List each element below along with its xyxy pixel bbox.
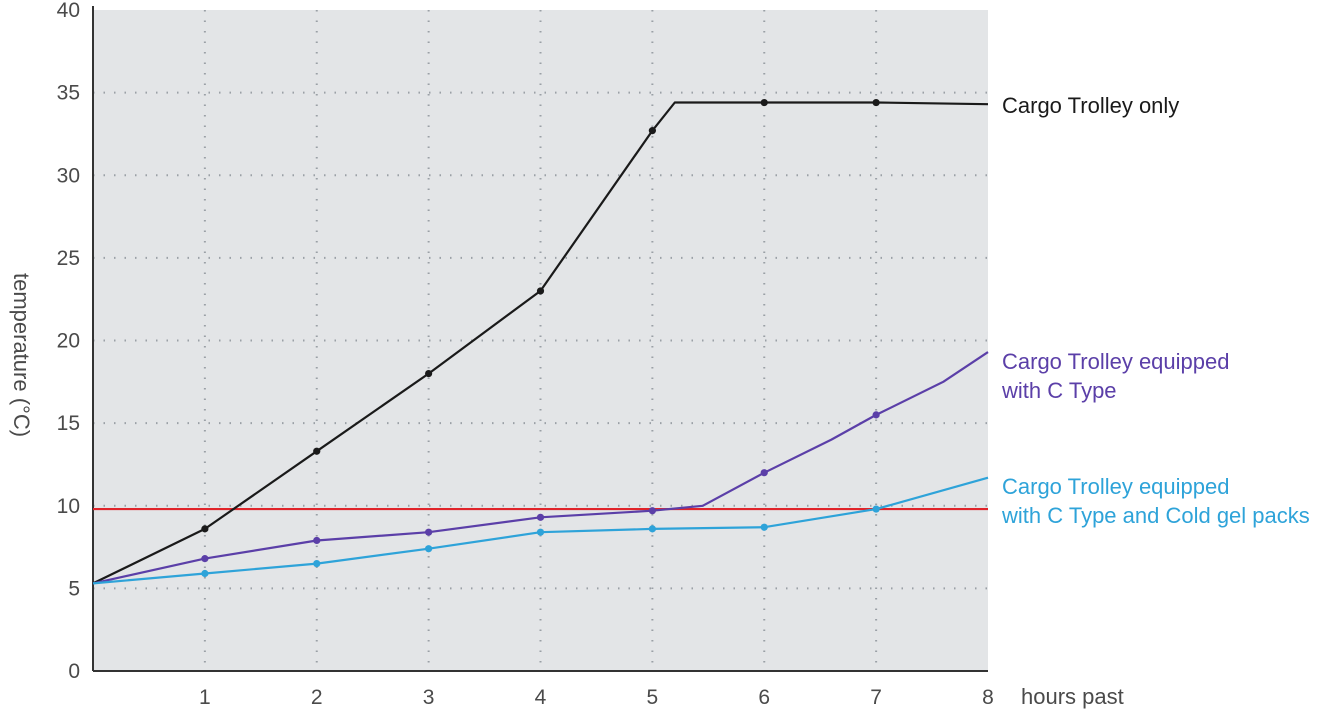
series-labels: Cargo Trolley only Cargo Trolley equipped… [1001, 93, 1310, 528]
x-tick-label: 8 [982, 686, 994, 709]
data-point [760, 469, 768, 477]
y-tick-label: 40 [57, 0, 80, 22]
data-point [536, 287, 545, 295]
data-point [536, 528, 545, 536]
data-point [648, 525, 656, 533]
series-label-3: Cargo Trolley equipped with C Type and Co… [1001, 474, 1310, 528]
data-point [648, 507, 656, 515]
y-tick-label: 30 [57, 164, 80, 187]
axes [92, 6, 988, 672]
data-point [425, 528, 433, 536]
data-point [313, 559, 321, 568]
data-point [872, 411, 880, 419]
x-tick-label: 5 [647, 686, 659, 709]
x-tick-label: 7 [870, 686, 882, 709]
y-axis-label: temperature (°C) [9, 273, 34, 437]
x-tick-label: 3 [423, 686, 435, 709]
data-point [313, 536, 321, 545]
data-point [760, 523, 768, 531]
x-tick-label: 6 [758, 686, 770, 709]
x-tick-label: 1 [199, 686, 211, 709]
data-point [872, 505, 880, 513]
grid-lines [93, 10, 988, 671]
data-point [201, 555, 209, 563]
data-point [425, 545, 433, 553]
y-tick-label: 5 [68, 577, 80, 600]
data-point [648, 127, 656, 135]
data-point [201, 525, 209, 533]
series-label-2: Cargo Trolley equipped with C Type [1001, 349, 1229, 403]
y-tick-label: 0 [68, 660, 80, 683]
y-tick-label: 25 [57, 247, 80, 270]
data-point [201, 569, 209, 578]
tick-labels: 1 2 3 4 5 6 7 8 0 5 10 15 20 25 30 35 40 [57, 0, 994, 709]
x-tick-label: 4 [535, 686, 547, 709]
y-tick-label: 10 [57, 495, 80, 518]
x-tick-label: 2 [311, 686, 323, 709]
y-tick-label: 15 [57, 412, 80, 435]
series-label-1: Cargo Trolley only [1002, 93, 1179, 118]
x-axis-label: hours past [1021, 684, 1124, 709]
series-group [92, 98, 989, 585]
series-line-1 [92, 101, 989, 585]
y-tick-label: 20 [57, 330, 80, 353]
y-tick-label: 35 [57, 82, 80, 105]
data-point [425, 369, 433, 378]
data-point [313, 447, 321, 455]
series-line-2 [92, 351, 989, 585]
data-point [760, 98, 768, 107]
data-point [872, 98, 880, 107]
data-point [536, 513, 545, 521]
